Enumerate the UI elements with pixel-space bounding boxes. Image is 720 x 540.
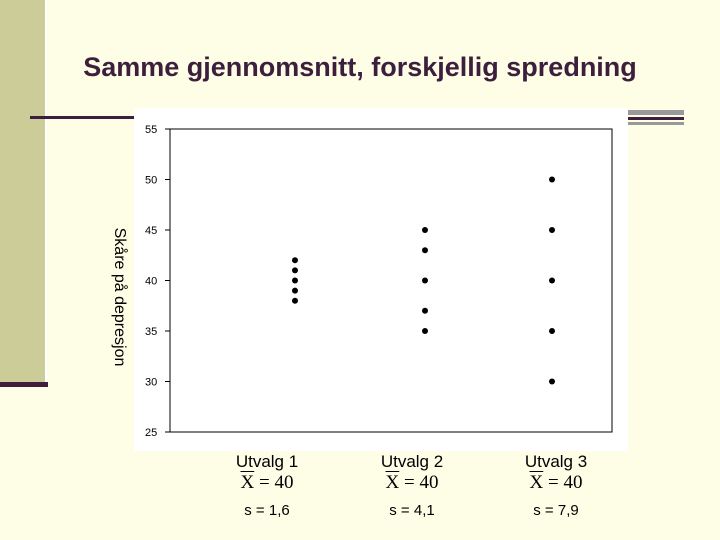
sample-3-sd: s = 7,9 xyxy=(533,502,579,519)
data-point-sample-2 xyxy=(422,227,428,233)
y-tick-label: 30 xyxy=(145,377,157,389)
title-rule-right-top xyxy=(622,110,684,115)
sample-1-mean: X = 40 xyxy=(197,472,337,494)
data-point-sample-2 xyxy=(422,247,428,254)
title-rule-right-middle xyxy=(622,117,684,120)
sample-3-name: Utvalg 3 xyxy=(524,452,588,471)
chart-panel xyxy=(134,108,628,451)
sample-3-mean-symbol: X xyxy=(529,472,544,493)
data-point-sample-2 xyxy=(422,307,428,314)
sample-2-name: Utvalg 2 xyxy=(380,452,444,471)
data-point-sample-3 xyxy=(549,328,555,334)
sample-2-sd: s = 4,1 xyxy=(389,502,435,519)
sample-2-mean: X = 40 xyxy=(342,472,482,494)
y-axis-label: Skåre på depresjon xyxy=(111,227,128,367)
data-point-sample-1 xyxy=(292,297,298,304)
y-tick-label: 35 xyxy=(145,326,157,338)
y-tick-label: 55 xyxy=(145,124,157,136)
sample-3-labels: Utvalg 3 X = 40 s = 7,9 xyxy=(486,452,626,519)
sample-2-mean-symbol: X xyxy=(385,472,400,493)
data-point-sample-2 xyxy=(422,328,428,334)
title-rule-right-bottom xyxy=(622,122,684,125)
sample-1-mean-symbol: X xyxy=(240,472,255,493)
title-rule-left xyxy=(30,116,134,119)
data-point-sample-1 xyxy=(292,257,298,264)
sample-1-sd: s = 1,6 xyxy=(244,502,290,519)
data-point-sample-3 xyxy=(549,227,555,233)
y-tick-label: 50 xyxy=(145,175,157,187)
data-point-sample-1 xyxy=(292,287,298,294)
y-tick-label: 40 xyxy=(145,276,157,288)
data-point-sample-3 xyxy=(549,378,555,385)
sidebar-decoration xyxy=(0,0,46,383)
data-point-sample-1 xyxy=(292,267,298,274)
sample-2-mean-value: = 40 xyxy=(404,472,439,493)
sample-1-mean-value: = 40 xyxy=(259,472,294,493)
y-tick-label: 45 xyxy=(145,225,157,237)
sample-1-labels: Utvalg 1 X = 40 s = 1,6 xyxy=(197,452,337,519)
sample-2-labels: Utvalg 2 X = 40 s = 4,1 xyxy=(342,452,482,519)
data-point-sample-2 xyxy=(422,277,428,284)
y-tick-label: 25 xyxy=(145,427,157,439)
sidebar-bottom-bar xyxy=(0,382,48,387)
sidebar-edge-line xyxy=(45,0,47,383)
data-point-sample-3 xyxy=(549,277,555,284)
sample-3-mean: X = 40 xyxy=(486,472,626,494)
plot-frame xyxy=(169,128,613,433)
scatter-plot: 55 50 45 40 35 30 25 xyxy=(145,124,613,439)
data-point-sample-1 xyxy=(292,277,298,284)
sample-3-mean-value: = 40 xyxy=(548,472,583,493)
data-point-sample-3 xyxy=(549,176,555,183)
sample-1-name: Utvalg 1 xyxy=(235,452,299,471)
slide-title: Samme gjennomsnitt, forskjellig sprednin… xyxy=(83,52,637,82)
